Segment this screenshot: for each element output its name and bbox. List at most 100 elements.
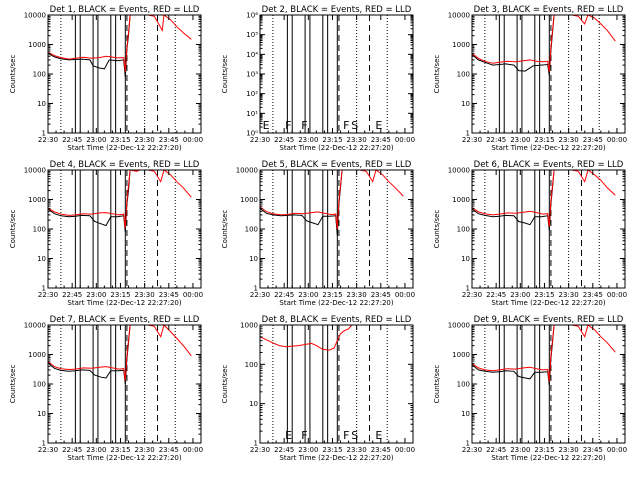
x-tick-label: 23:30	[135, 136, 155, 144]
x-tick-label: 23:45	[583, 291, 603, 299]
y-tick-label: 10	[461, 255, 470, 263]
plot-frame	[471, 14, 626, 134]
x-tick-label: 23:30	[559, 446, 579, 454]
chart-title: Det 3, BLACK = Events, RED = LLD	[474, 5, 624, 15]
plot-frame	[259, 14, 414, 134]
y-axis-label: Counts/sec	[221, 365, 229, 404]
chart-panel: Det 1, BLACK = Events, RED = LLD 1 10 100 10…	[9, 5, 203, 152]
y-tick-label: 10000	[448, 12, 470, 20]
x-tick-label: 23:15	[322, 446, 342, 454]
x-tick-label: 22:30	[462, 136, 482, 144]
x-axis-label: Start Time (22-Dec-12 22:27:20)	[491, 299, 605, 307]
x-tick-label: 22:30	[250, 136, 270, 144]
marker-lines	[484, 170, 600, 288]
y-tick-label: 10000	[448, 167, 470, 175]
x-tick-label: 23:00	[510, 291, 530, 299]
y-tick-label: 1000	[240, 322, 258, 330]
x-tick-label: 23:30	[347, 446, 367, 454]
y-tick-label: 100	[33, 71, 46, 79]
x-tick-label: 23:45	[371, 446, 391, 454]
y-tick-label: 100	[33, 226, 46, 234]
marker-lines	[60, 170, 176, 288]
lld-series-line	[47, 169, 192, 228]
chart-title: Det 9, BLACK = Events, RED = LLD	[474, 315, 624, 325]
chart-panel: Det 7, BLACK = Events, RED = LLD 1 10 100 10…	[9, 315, 203, 462]
x-axis-label: Start Time (22-Dec-12 22:27:20)	[67, 454, 181, 462]
y-tick-label: 10	[461, 410, 470, 418]
y-axis-label: Counts/sec	[433, 55, 441, 94]
x-tick-label: 23:15	[110, 291, 130, 299]
x-tick-label: 23:45	[371, 136, 391, 144]
y-axis-label: Counts/sec	[9, 55, 17, 94]
y-tick-label: 100	[457, 381, 470, 389]
marker-lines	[60, 325, 176, 443]
x-tick-label: 23:15	[110, 136, 130, 144]
x-tick-label: 23:00	[86, 291, 106, 299]
chart-title: Det 1, BLACK = Events, RED = LLD	[50, 5, 200, 15]
x-tick-label: 22:45	[486, 446, 506, 454]
x-tick-label: 23:00	[510, 446, 530, 454]
x-axis-label: Start Time (22-Dec-12 22:27:20)	[67, 144, 181, 152]
y-tick-label: 10000	[448, 322, 470, 330]
y-tick-label: 1	[42, 285, 46, 293]
marker-lines	[272, 325, 388, 443]
x-tick-label: 22:30	[38, 446, 58, 454]
x-tick-label: 23:15	[534, 446, 554, 454]
x-tick-label: 00:00	[183, 136, 203, 144]
chart-title: Det 4, BLACK = Events, RED = LLD	[50, 160, 200, 170]
x-axis-label: Start Time (22-Dec-12 22:27:20)	[491, 144, 605, 152]
chart-title: Det 8, BLACK = Events, RED = LLD	[262, 315, 412, 325]
events-series-line	[47, 169, 131, 232]
chart-panel: Det 5, BLACK = Events, RED = LLD 1 10 100 10…	[221, 160, 415, 307]
x-tick-label: 23:30	[559, 136, 579, 144]
y-tick-label: 1	[466, 285, 470, 293]
x-tick-label: 23:00	[86, 446, 106, 454]
lld-series-line	[259, 169, 404, 230]
x-tick-label: 23:45	[159, 291, 179, 299]
x-tick-label: 00:00	[395, 291, 415, 299]
x-tick-label: 23:30	[135, 446, 155, 454]
chart-panel: Det 6, BLACK = Events, RED = LLD 1 10 100 10…	[433, 160, 627, 307]
events-series-line	[47, 324, 131, 385]
marker-lines	[484, 325, 600, 443]
lld-series-line	[259, 324, 353, 351]
y-tick-label: 1	[254, 285, 258, 293]
y-tick-label: 10	[249, 400, 258, 408]
chart-panel: Det 3, BLACK = Events, RED = LLD 1 10 100 10…	[433, 5, 627, 152]
y-tick-label: 1	[466, 130, 470, 138]
x-axis-label: Start Time (22-Dec-12 22:27:20)	[67, 299, 181, 307]
x-tick-label: 23:15	[110, 446, 130, 454]
y-axis-label: Counts/sec	[221, 55, 229, 94]
x-tick-label: 00:00	[395, 136, 415, 144]
y-tick-label: 1000	[452, 351, 470, 359]
y-tick-label: 10	[37, 410, 46, 418]
y-tick-label: 10000	[24, 322, 46, 330]
x-tick-label: 22:45	[62, 136, 82, 144]
y-tick-label: 100	[245, 226, 258, 234]
marker-lines	[60, 15, 176, 133]
marker-letter: E	[375, 119, 382, 132]
x-tick-label: 00:00	[183, 291, 203, 299]
marker-lines	[272, 15, 388, 133]
x-tick-label: 23:30	[347, 136, 367, 144]
x-tick-label: 22:45	[274, 291, 294, 299]
x-tick-label: 23:45	[159, 136, 179, 144]
marker-lines	[272, 170, 388, 288]
lld-series-line	[471, 169, 616, 227]
marker-letter: S	[351, 119, 358, 132]
x-tick-label: 23:00	[298, 136, 318, 144]
marker-letter: E	[285, 429, 292, 442]
x-tick-label: 22:45	[274, 446, 294, 454]
x-tick-label: 22:45	[486, 291, 506, 299]
x-tick-label: 22:30	[38, 136, 58, 144]
x-axis-label: Start Time (22-Dec-12 22:27:20)	[279, 144, 393, 152]
plot-frame	[471, 169, 626, 289]
y-axis-label: Counts/sec	[9, 365, 17, 404]
y-tick-label: 100	[245, 361, 258, 369]
events-series-line	[471, 324, 555, 386]
y-tick-label: 1000	[28, 41, 46, 49]
y-tick-label: 100	[457, 226, 470, 234]
